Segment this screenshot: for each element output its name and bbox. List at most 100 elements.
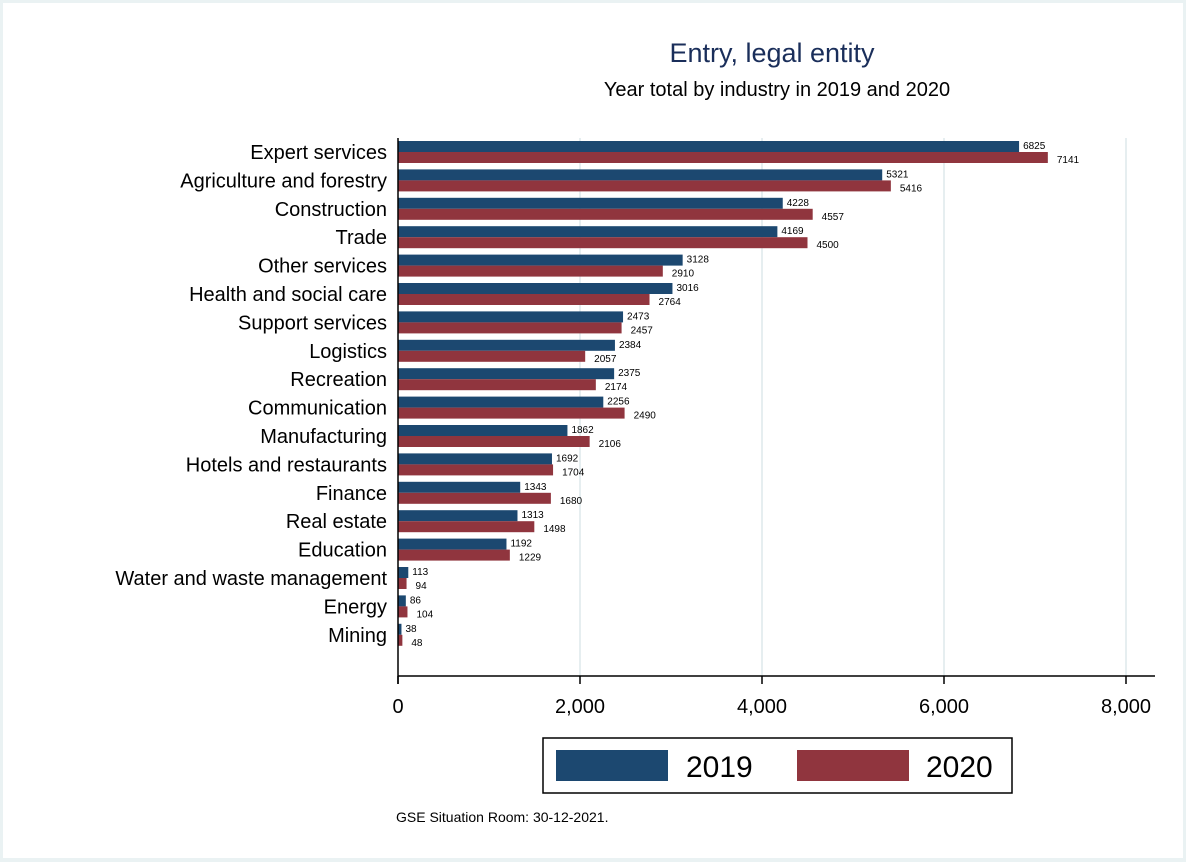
category-label: Agriculture and forestry (180, 170, 387, 192)
category-label: Other services (258, 256, 387, 278)
bar-2019 (398, 481, 521, 493)
legend-label-2020: 2020 (926, 751, 993, 784)
data-label-2019: 3016 (676, 283, 699, 294)
category-label: Health and social care (189, 284, 387, 306)
data-label-2020: 1680 (560, 496, 583, 507)
chart-title: Entry, legal entity (669, 38, 875, 68)
bar-2019 (398, 283, 673, 294)
chart-frame: Entry, legal entity Year total by indust… (3, 3, 1183, 858)
bar-2020 (398, 350, 586, 362)
data-label-2020: 2057 (594, 354, 617, 365)
category-label: Mining (328, 625, 387, 647)
category-label: Communication (248, 398, 387, 420)
data-label-2019: 113 (412, 567, 428, 578)
data-label-2019: 1343 (524, 482, 547, 493)
bar-2020 (398, 265, 663, 277)
category-label: Real estate (286, 511, 387, 533)
category-label: Finance (316, 483, 387, 505)
tick-label: 8,000 (1101, 696, 1151, 718)
bar-2019 (398, 595, 406, 607)
tick-label: 2,000 (555, 696, 605, 718)
bar-2020 (398, 492, 551, 504)
data-label-2020: 2106 (599, 439, 622, 450)
axes (397, 138, 1155, 684)
bar-2020 (398, 180, 891, 192)
bar-2019 (398, 538, 507, 550)
data-label-2019: 86 (410, 595, 422, 606)
data-label-2020: 4500 (817, 240, 840, 251)
data-label-2019: 1192 (510, 539, 532, 550)
category-label: Recreation (290, 369, 387, 391)
bar-2019 (398, 567, 409, 578)
bar-2019 (398, 396, 604, 408)
bar-2020 (398, 464, 554, 476)
bar-2019 (398, 254, 683, 266)
data-label-2019: 2256 (607, 397, 630, 408)
bar-2019 (398, 226, 778, 238)
bar-2019 (398, 510, 518, 522)
data-label-2020: 94 (416, 581, 428, 592)
tick-label: 6,000 (919, 696, 969, 718)
bar-2020 (398, 634, 403, 646)
tick-label: 4,000 (737, 696, 787, 718)
chart: Entry, legal entity Year total by indust… (115, 38, 1155, 825)
data-label-2020: 2457 (631, 325, 654, 336)
data-label-2020: 4557 (822, 212, 845, 223)
x-axis-ticks: 0 2,000 4,000 6,000 8,000 (392, 676, 1151, 718)
category-label: Water and waste management (115, 568, 387, 590)
bar-2020 (398, 152, 1048, 163)
data-label-2019: 2384 (619, 340, 642, 351)
category-label: Education (298, 540, 387, 562)
legend-swatch-2019 (556, 750, 668, 781)
data-label-2020: 2174 (605, 382, 628, 393)
data-label-2020: 2490 (634, 411, 657, 422)
source-note: GSE Situation Room: 30-12-2021. (396, 809, 608, 825)
data-label-2020: 1704 (562, 467, 585, 478)
bar-2020 (398, 237, 808, 249)
category-label: Trade (335, 227, 387, 249)
bar-2020 (398, 549, 510, 561)
category-labels: Expert services Agriculture and forestry C… (115, 142, 387, 647)
data-label-2019: 1313 (521, 510, 544, 521)
legend: 2019 2020 (542, 737, 1013, 794)
legend-label-2019: 2019 (686, 751, 753, 784)
bar-2019 (398, 197, 783, 209)
bar-2019 (398, 453, 552, 465)
category-label: Expert services (250, 142, 387, 164)
data-label-2019: 4228 (787, 198, 810, 209)
bar-2020 (398, 407, 625, 419)
bar-2019 (398, 141, 1020, 152)
legend-swatch-2020 (797, 750, 909, 781)
data-label-2020: 7141 (1057, 155, 1080, 166)
bar-2019 (398, 425, 568, 436)
data-label-2020: 104 (416, 609, 433, 620)
data-label-2020: 5416 (900, 183, 923, 194)
data-label-2020: 48 (411, 638, 423, 649)
data-label-2019: 2375 (618, 368, 641, 379)
bar-2019 (398, 623, 402, 635)
tick-label: 0 (392, 696, 403, 718)
category-label: Support services (238, 312, 387, 334)
bar-2020 (398, 578, 407, 589)
data-label-2019: 38 (405, 624, 417, 635)
bar-2020 (398, 521, 535, 533)
bar-2020 (398, 436, 590, 447)
category-label: Energy (324, 596, 387, 618)
data-label-2019: 5321 (886, 169, 909, 180)
bar-2019 (398, 169, 883, 181)
bar-2019 (398, 311, 624, 323)
data-label-2019: 4169 (781, 226, 804, 237)
data-label-2019: 2473 (627, 311, 650, 322)
bar-2020 (398, 606, 408, 618)
category-label: Construction (275, 199, 387, 221)
data-label-2019: 3128 (687, 255, 710, 266)
data-label-2020: 1498 (543, 524, 566, 535)
bar-2020 (398, 208, 813, 220)
category-label: Manufacturing (260, 426, 387, 448)
bar-2020 (398, 322, 622, 334)
bar-2020 (398, 294, 650, 305)
data-label-2019: 6825 (1023, 141, 1046, 152)
data-label-2020: 2764 (659, 297, 682, 308)
data-label-2019: 1862 (571, 425, 594, 436)
bars: 6825 7141 5321 5416 4228 4557 4169 4500 3128 2910… (398, 141, 1080, 649)
